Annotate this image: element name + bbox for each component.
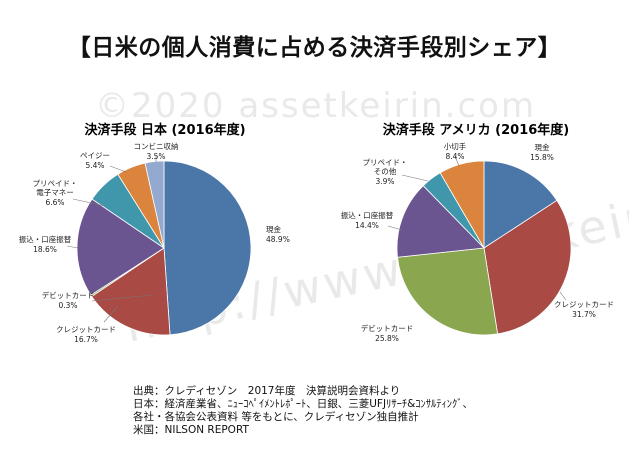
slice-label: プリペイド・その他 3.9% [363,158,408,186]
source-line: 出典：クレディセゾン 2017年度 決算説明会資料より [133,385,401,397]
source-line: 米国：NILSON REPORT [133,424,249,436]
source-notes: 出典：クレディセゾン 2017年度 決算説明会資料より 日本：経済産業省、ﾆｭｰ… [133,385,473,437]
slice-label: プリペイド・電子マネー 6.6% [33,179,78,207]
slice-label: デビットカード 25.8% [361,323,414,343]
slice-label: クレジットカード 16.7% [56,325,116,344]
source-line: 日本：経済産業省、ﾆｭｰｺﾍﾟｲﾒﾝﾄﾚﾎﾟｰﾄ、日銀、三菱UFJﾘｻｰﾁ&ｺﾝ… [133,398,474,410]
slice-label: 現金 15.8% [530,142,554,162]
leader-line [103,305,119,323]
chart-title: 決済手段 アメリカ (2016年度) [383,122,569,138]
leader-line [401,174,429,182]
leader-line [454,155,460,167]
chart-title: 決済手段 日本 (2016年度) [84,122,245,138]
slice-label: 現金 48.9% [266,224,290,244]
slice-label: コンビニ収納 3.5% [134,141,179,161]
pie-slice-cash [483,160,558,249]
leader-line [109,165,127,173]
slice-label: 振込・口座振替 14.4% [341,210,394,230]
pie-slice-check [439,160,485,250]
leader-line [387,225,403,231]
leader-line [559,291,567,301]
page-title: 【日米の個人消費に占める決済手段別シェア】 [67,35,562,61]
pie-slice-cash [163,160,252,336]
pie-slice-bank-transfer [76,198,165,296]
watermark-top: ©2020 assetkeirin.com [95,86,537,126]
slice-label: 振込・口座振替 18.6% [19,234,72,254]
pie-slice-convenience-store [144,160,165,249]
pie-slice-bank-transfer [396,185,485,258]
slice-label: デビットカード 0.3% [42,290,95,310]
pie-slice-debit-card [397,247,499,336]
leader-line [66,245,79,249]
slice-label: クレジットカード 31.7% [554,300,614,319]
slice-label: ペイジー 5.4% [80,151,110,170]
pie-chart-usa: 決済手段 アメリカ (2016年度) 現金 15.8% クレジットカード 31.7% デビ… [341,122,614,343]
pie-slice-credit-card [483,199,572,335]
leader-line [72,198,106,207]
source-line: 各社・各協会公表資料 等をもとに、クレディセゾン独自推計 [133,411,419,423]
pie-chart-japan: 決済手段 日本 (2016年度) 現金 48.9% クレジットカード 16.7% デビット… [19,122,290,344]
leader-line [91,294,153,302]
slice-label: 小切手 8.4% [444,141,467,161]
